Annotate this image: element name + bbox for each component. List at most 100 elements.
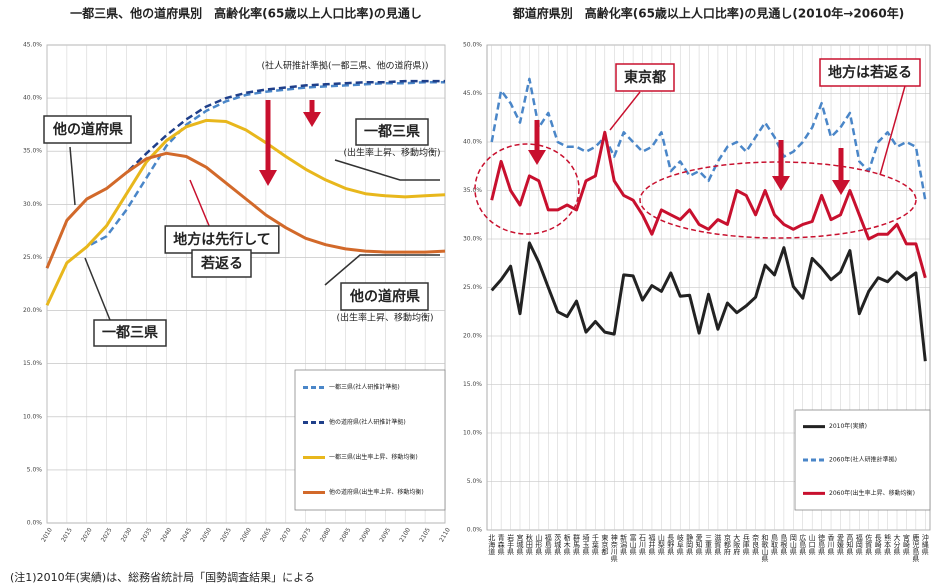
pointer (324, 254, 440, 286)
highlight-ellipse (474, 143, 580, 235)
series-line (45, 151, 446, 269)
x-tick-label: 静岡県 (686, 533, 694, 556)
annotation: 一都三県 (364, 124, 420, 140)
annotation: (社人研推計準拠(一都三県、他の道府県)) (261, 60, 428, 72)
y-tick-label: 20.0% (463, 333, 482, 340)
x-tick-label: 佐賀県 (865, 533, 873, 556)
y-tick-label: 10.0% (23, 413, 42, 420)
annotation: (出生率上昇、移動均衡) (336, 312, 433, 324)
x-tick-label: 徳島県 (818, 533, 826, 556)
legend-label: 一都三県(出生率上昇、移動均衡) (329, 453, 418, 461)
annotation: 地方は先行して (173, 231, 271, 248)
series-line (45, 118, 446, 306)
y-tick-label: 30.0% (23, 201, 42, 208)
x-tick-label: 和歌山県 (761, 533, 769, 563)
pointer (879, 85, 906, 176)
pointer (189, 179, 211, 229)
annotation: (出生率上昇、移動均衡) (343, 147, 440, 159)
chart-title: 都道府県別 高齢化率(65歳以上人口比率)の見通し(2010年→2060年) (512, 6, 905, 21)
arrow-head (528, 150, 546, 165)
legend-box (294, 369, 446, 511)
x-tick-label: 北海道 (488, 534, 496, 556)
annotation: 若返る (200, 255, 243, 272)
y-tick-label: 25.0% (23, 254, 42, 261)
series-line (490, 77, 927, 201)
x-tick-label: 奈良県 (752, 533, 760, 556)
y-tick-label: 45.0% (463, 90, 482, 97)
annotation-box (43, 115, 132, 144)
annotation: 東京都 (624, 69, 666, 86)
x-tick-label: 宮城県 (516, 533, 524, 556)
legend-label: 他の道府県(出生率上昇、移動均衡) (329, 488, 424, 496)
x-tick-label: 秋田県 (525, 533, 533, 556)
series-line (490, 241, 927, 362)
annotation-box (340, 282, 429, 311)
x-tick-label: 三重県 (705, 534, 713, 556)
legend-label: 一都三県(社人研推計準拠) (329, 383, 400, 391)
annotation-box (355, 118, 429, 146)
x-tick-label: 福島県 (544, 533, 552, 556)
x-tick-label: 新潟県 (620, 533, 628, 556)
x-tick-label: 福井県 (648, 533, 656, 556)
x-tick-label: 長崎県 (874, 534, 882, 556)
x-tick-label: 愛媛県 (836, 533, 844, 556)
x-tick-label: 栃木県 (563, 533, 571, 556)
y-tick-label: 50.0% (463, 42, 482, 49)
x-tick-label: 高知県 (846, 533, 854, 556)
x-tick-label: 滋賀県 (714, 533, 722, 556)
chart-title: 一都三県、他の道府県別 高齢化率(65歳以上人口比率)の見通し (70, 6, 422, 21)
y-tick-label: 0.0% (467, 527, 483, 534)
x-tick-label: 神奈川県 (610, 533, 618, 563)
y-tick-label: 10.0% (463, 430, 482, 437)
annotation: 一都三県 (102, 325, 158, 341)
y-tick-label: 5.0% (27, 466, 43, 473)
x-tick-label: 群馬県 (573, 533, 581, 556)
y-tick-label: 15.0% (463, 381, 482, 388)
x-tick-label: 山形県 (535, 533, 543, 556)
x-tick-label: 石川県 (639, 534, 647, 556)
x-tick-label: 鹿児島県 (912, 533, 920, 563)
x-tick-label: 岩手県 (507, 533, 515, 556)
x-tick-label: 岐阜県 (676, 533, 684, 556)
arrow-head (832, 180, 850, 195)
x-tick-label: 香川県 (827, 533, 835, 556)
x-tick-label: 大阪府 (733, 533, 741, 556)
annotation-box (191, 249, 252, 278)
y-tick-label: 15.0% (23, 360, 42, 367)
annotation: 他の道府県 (349, 288, 420, 305)
x-tick-label: 山梨県 (657, 533, 665, 556)
annotation-box (93, 319, 167, 347)
y-tick-label: 25.0% (463, 284, 482, 291)
series-line (490, 130, 927, 279)
x-tick-label: 島根県 (780, 533, 788, 556)
annotation: 地方は若返る (828, 64, 912, 81)
pointer (84, 257, 111, 321)
x-tick-label: 京都府 (723, 533, 731, 556)
x-tick-label: 福岡県 (855, 533, 863, 556)
y-tick-label: 20.0% (23, 307, 42, 314)
x-tick-label: 宮崎県 (902, 533, 910, 556)
x-tick-label: 兵庫県 (742, 533, 750, 556)
x-tick-label: 茨城県 (554, 533, 562, 556)
x-tick-label: 熊本県 (884, 533, 892, 556)
x-tick-label: 東京都 (601, 533, 609, 556)
x-tick-label: 広島県 (799, 533, 807, 556)
x-tick-label: 富山県 (629, 533, 637, 556)
y-tick-label: 35.0% (463, 187, 482, 194)
annotation-box (819, 58, 921, 87)
x-tick-label: 青森県 (497, 533, 505, 556)
arrow-head (772, 176, 790, 191)
footnote: (注1)2010年(実績)は、総務省統計局「国勢調査結果」による (10, 570, 315, 584)
y-tick-label: 5.0% (467, 478, 483, 485)
legend-label: 他の道府県(社人研推計準拠) (329, 418, 406, 426)
y-tick-label: 45.0% (23, 42, 42, 49)
x-tick-label: 大分県 (893, 533, 901, 556)
x-tick-label: 山口県 (808, 533, 816, 556)
series-line (45, 80, 445, 306)
x-tick-label: 岡山県 (789, 534, 797, 556)
legend-label: 2060年(出生率上昇、移動均衡) (829, 489, 915, 497)
pointer (334, 159, 440, 181)
x-tick-label: 埼玉県 (582, 533, 590, 556)
y-tick-label: 40.0% (23, 95, 42, 102)
